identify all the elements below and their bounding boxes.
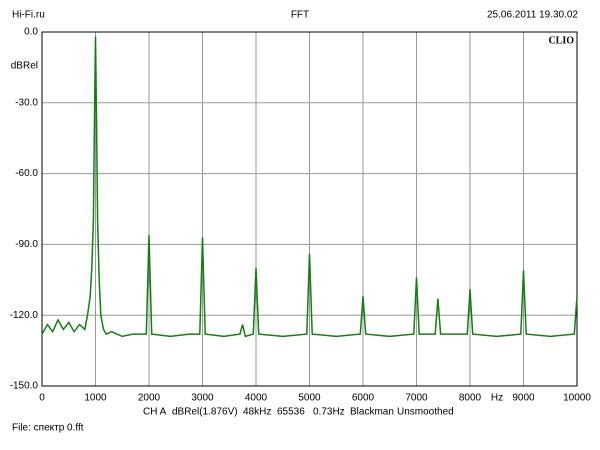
chart-title: FFT: [291, 10, 309, 21]
y-tick-label: -30.0: [15, 97, 38, 108]
y-tick-label: -120.0: [10, 310, 39, 321]
x-tick-label: 7000: [405, 393, 428, 404]
info-item: Unsmoothed: [397, 407, 454, 418]
x-tick-label: 5000: [298, 393, 321, 404]
info-item: CH A: [143, 407, 167, 418]
x-tick-label: 10000: [563, 393, 591, 404]
y-tick-label: -90.0: [15, 239, 38, 250]
brand: CLIO: [548, 35, 574, 46]
x-tick-label: 4000: [245, 393, 268, 404]
info-item: 0.73Hz: [313, 407, 345, 418]
timestamp: 25.06.2011 19.30.02: [487, 10, 578, 21]
info-item: dBRel(1.876V): [172, 407, 238, 418]
x-axis-label: Hz: [491, 393, 503, 404]
file-name: File: спектр 0.fft: [12, 423, 84, 434]
x-tick-label: 8000: [459, 393, 482, 404]
x-tick-label: 2000: [138, 393, 161, 404]
source: Hi-Fi.ru: [12, 10, 45, 21]
spectrum-line: [41, 36, 578, 338]
y-tick-label: -150.0: [10, 381, 39, 392]
x-tick-label: 9000: [512, 393, 535, 404]
x-tick-label: 1000: [84, 393, 107, 404]
info-item: Blackman: [350, 407, 394, 418]
info-item: 65536: [277, 407, 305, 418]
x-tick-label: 6000: [352, 393, 375, 404]
y-axis-label: dBRel: [11, 61, 38, 72]
y-tick-label: 0.0: [24, 27, 38, 38]
info-item: 48kHz: [243, 407, 271, 418]
plot-frame: [41, 31, 578, 387]
x-tick-label: 3000: [191, 393, 214, 404]
x-tick-label: 0: [39, 393, 45, 404]
y-tick-label: -60.0: [15, 168, 38, 179]
